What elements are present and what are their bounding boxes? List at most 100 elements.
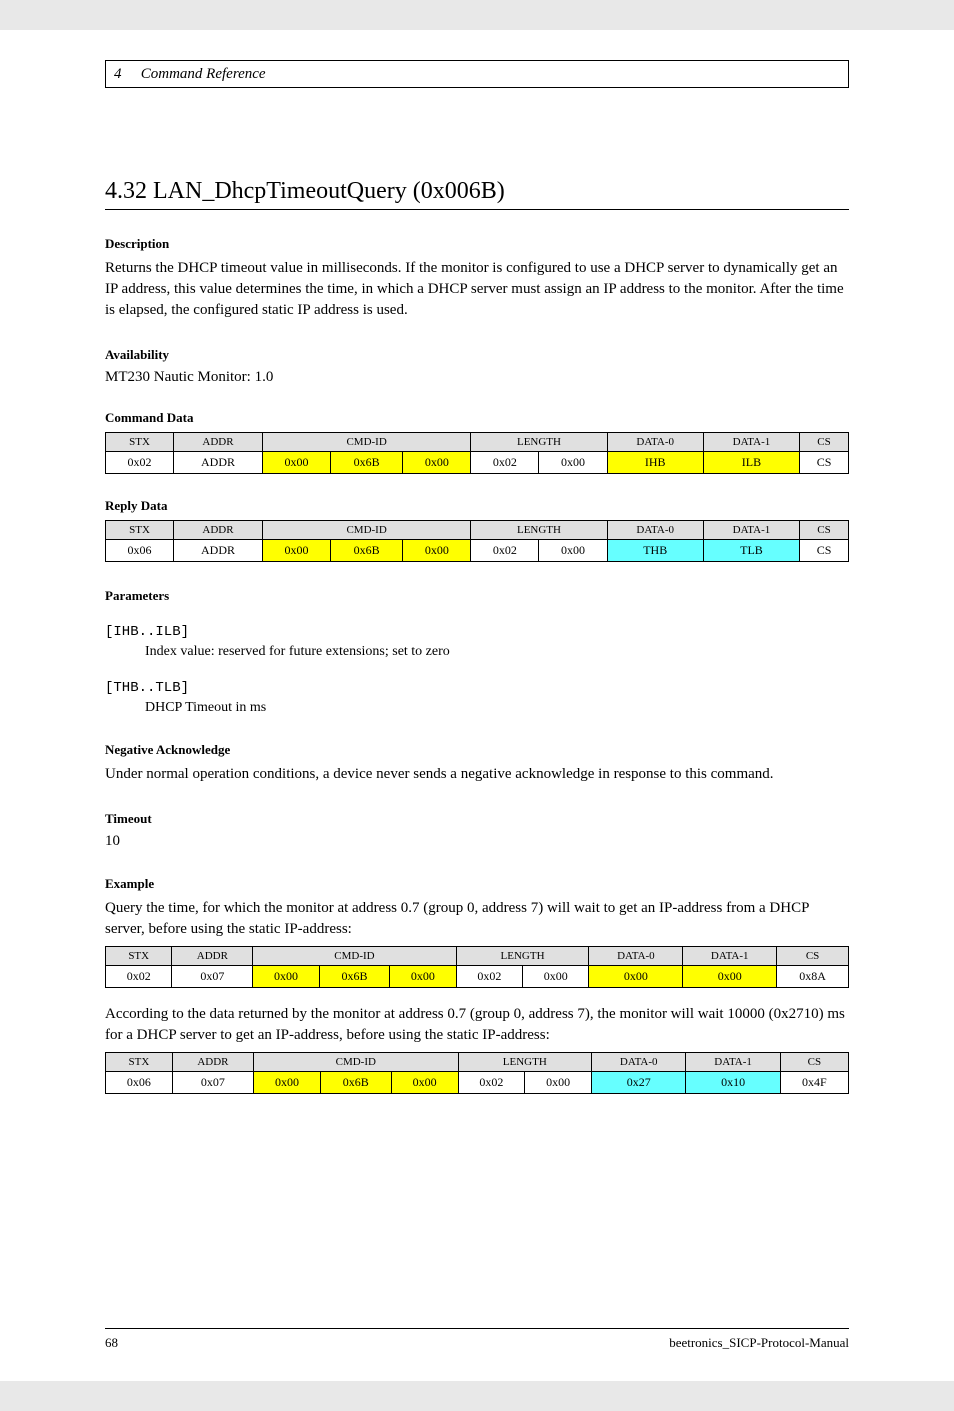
table-cell: 0x00 — [262, 452, 330, 474]
table-header-cell: CMD-ID — [254, 1053, 458, 1072]
parameter-desc: Index value: reserved for future extensi… — [145, 644, 849, 660]
table-header-cell: CS — [777, 947, 849, 966]
table-header-cell: DATA-0 — [607, 521, 703, 540]
table-cell: 0x02 — [456, 966, 522, 988]
table-cell: CS — [800, 452, 849, 474]
table-cell: 0x6B — [319, 966, 389, 988]
table-data-row: 0x02ADDR0x000x6B0x000x020x00IHBILBCS — [106, 452, 849, 474]
description-body: Returns the DHCP timeout value in millis… — [105, 258, 849, 321]
table-cell: 0x00 — [403, 540, 471, 562]
table-cell: 0x00 — [539, 540, 607, 562]
section-heading: 4.32 LAN_DhcpTimeoutQuery (0x006B) — [105, 178, 849, 205]
table-cell: IHB — [607, 452, 703, 474]
command-data-table: STXADDRCMD-IDLENGTHDATA-0DATA-1CS 0x02AD… — [105, 432, 849, 474]
table-cell: 0x00 — [683, 966, 777, 988]
parameter-name: [IHB..ILB] — [105, 624, 849, 640]
table-cell: 0x00 — [589, 966, 683, 988]
table-header-row: STXADDRCMD-IDLENGTHDATA-0DATA-1CS — [106, 947, 849, 966]
table-cell: 0x02 — [471, 540, 539, 562]
header-title: Command Reference — [141, 66, 266, 82]
table-header-row: STXADDRCMD-IDLENGTHDATA-0DATA-1CS — [106, 1053, 849, 1072]
example-mid-text: According to the data returned by the mo… — [105, 1004, 849, 1046]
parameter-item: [IHB..ILB] Index value: reserved for futu… — [105, 624, 849, 660]
table-cell: 0x8A — [777, 966, 849, 988]
table-cell: 0x00 — [523, 966, 589, 988]
table-cell: 0x00 — [539, 452, 607, 474]
table-cell: TLB — [703, 540, 799, 562]
table-cell: ADDR — [174, 540, 263, 562]
parameter-desc: DHCP Timeout in ms — [145, 700, 849, 716]
table-header-cell: CS — [800, 433, 849, 452]
section-rule — [105, 209, 849, 210]
table-cell: 0x06 — [106, 1072, 173, 1094]
table-header-cell: DATA-0 — [607, 433, 703, 452]
table-cell: 0x00 — [525, 1072, 592, 1094]
table-header-cell: DATA-0 — [592, 1053, 686, 1072]
parameters-list: [IHB..ILB] Index value: reserved for futu… — [105, 624, 849, 716]
table-cell: 0x00 — [391, 1072, 458, 1094]
table-header-cell: ADDR — [172, 947, 253, 966]
table-cell: 0x02 — [458, 1072, 525, 1094]
table-header-cell: ADDR — [172, 1053, 253, 1072]
table-cell: 0x6B — [320, 1072, 391, 1094]
table-header-cell: ADDR — [174, 521, 263, 540]
parameter-name: [THB..TLB] — [105, 680, 849, 696]
table-header-cell: LENGTH — [471, 521, 607, 540]
footer-doc-id: beetronics_SICP-Protocol-Manual — [669, 1335, 849, 1351]
table-cell: 0x06 — [106, 540, 174, 562]
parameter-item: [THB..TLB] DHCP Timeout in ms — [105, 680, 849, 716]
reply-data-table: STXADDRCMD-IDLENGTHDATA-0DATA-1CS 0x06AD… — [105, 520, 849, 562]
table-cell: 0x4F — [780, 1072, 848, 1094]
table-header-cell: DATA-1 — [683, 947, 777, 966]
table-cell: 0x6B — [331, 452, 403, 474]
table-header-cell: DATA-0 — [589, 947, 683, 966]
table-cell: ILB — [703, 452, 799, 474]
table-header-cell: STX — [106, 433, 174, 452]
page: 4 Command Reference 4.32 LAN_DhcpTimeout… — [0, 30, 954, 1381]
neg-ack-label: Negative Acknowledge — [105, 742, 849, 758]
table-cell: THB — [607, 540, 703, 562]
page-footer: 68 beetronics_SICP-Protocol-Manual — [105, 1328, 849, 1351]
table-header-cell: DATA-1 — [703, 521, 799, 540]
table-cell: 0x6B — [331, 540, 403, 562]
table-cell: 0x07 — [172, 1072, 253, 1094]
table-data-row: 0x060x070x000x6B0x000x020x000x270x100x4F — [106, 1072, 849, 1094]
example-intro: Query the time, for which the monitor at… — [105, 898, 849, 940]
table-header-cell: STX — [106, 521, 174, 540]
parameters-label: Parameters — [105, 588, 849, 604]
table-header-cell: STX — [106, 947, 172, 966]
reply-data-label: Reply Data — [105, 498, 849, 514]
table-cell: CS — [800, 540, 849, 562]
table-header-cell: CS — [800, 521, 849, 540]
table-header-row: STXADDRCMD-IDLENGTHDATA-0DATA-1CS — [106, 433, 849, 452]
availability-value: MT230 Nautic Monitor: 1.0 — [105, 369, 849, 386]
footer-page-num: 68 — [105, 1335, 118, 1351]
table-header-cell: DATA-1 — [703, 433, 799, 452]
table-cell: 0x00 — [390, 966, 456, 988]
description-label: Description — [105, 236, 849, 252]
header-box: 4 Command Reference — [105, 60, 849, 88]
table-cell: 0x10 — [686, 1072, 780, 1094]
table-cell: 0x00 — [262, 540, 330, 562]
table-cell: 0x00 — [253, 966, 319, 988]
table-data-row: 0x020x070x000x6B0x000x020x000x000x000x8A — [106, 966, 849, 988]
table-cell: 0x00 — [254, 1072, 321, 1094]
table-header-cell: LENGTH — [458, 1053, 592, 1072]
example-label: Example — [105, 876, 849, 892]
table-header-cell: LENGTH — [471, 433, 607, 452]
table-cell: 0x02 — [106, 966, 172, 988]
availability-label: Availability — [105, 347, 849, 363]
table-header-row: STXADDRCMD-IDLENGTHDATA-0DATA-1CS — [106, 521, 849, 540]
timeout-label: Timeout — [105, 811, 849, 827]
header-spacer — [126, 66, 137, 82]
table-header-cell: DATA-1 — [686, 1053, 780, 1072]
table-header-cell: CMD-ID — [253, 947, 456, 966]
header-chapter: 4 — [114, 66, 122, 82]
command-data-label: Command Data — [105, 410, 849, 426]
table-header-cell: CMD-ID — [262, 433, 470, 452]
timeout-value: 10 — [105, 833, 849, 850]
table-header-cell: ADDR — [174, 433, 263, 452]
table-header-cell: CMD-ID — [262, 521, 470, 540]
neg-ack-body: Under normal operation conditions, a dev… — [105, 764, 849, 785]
table-cell: 0x02 — [106, 452, 174, 474]
